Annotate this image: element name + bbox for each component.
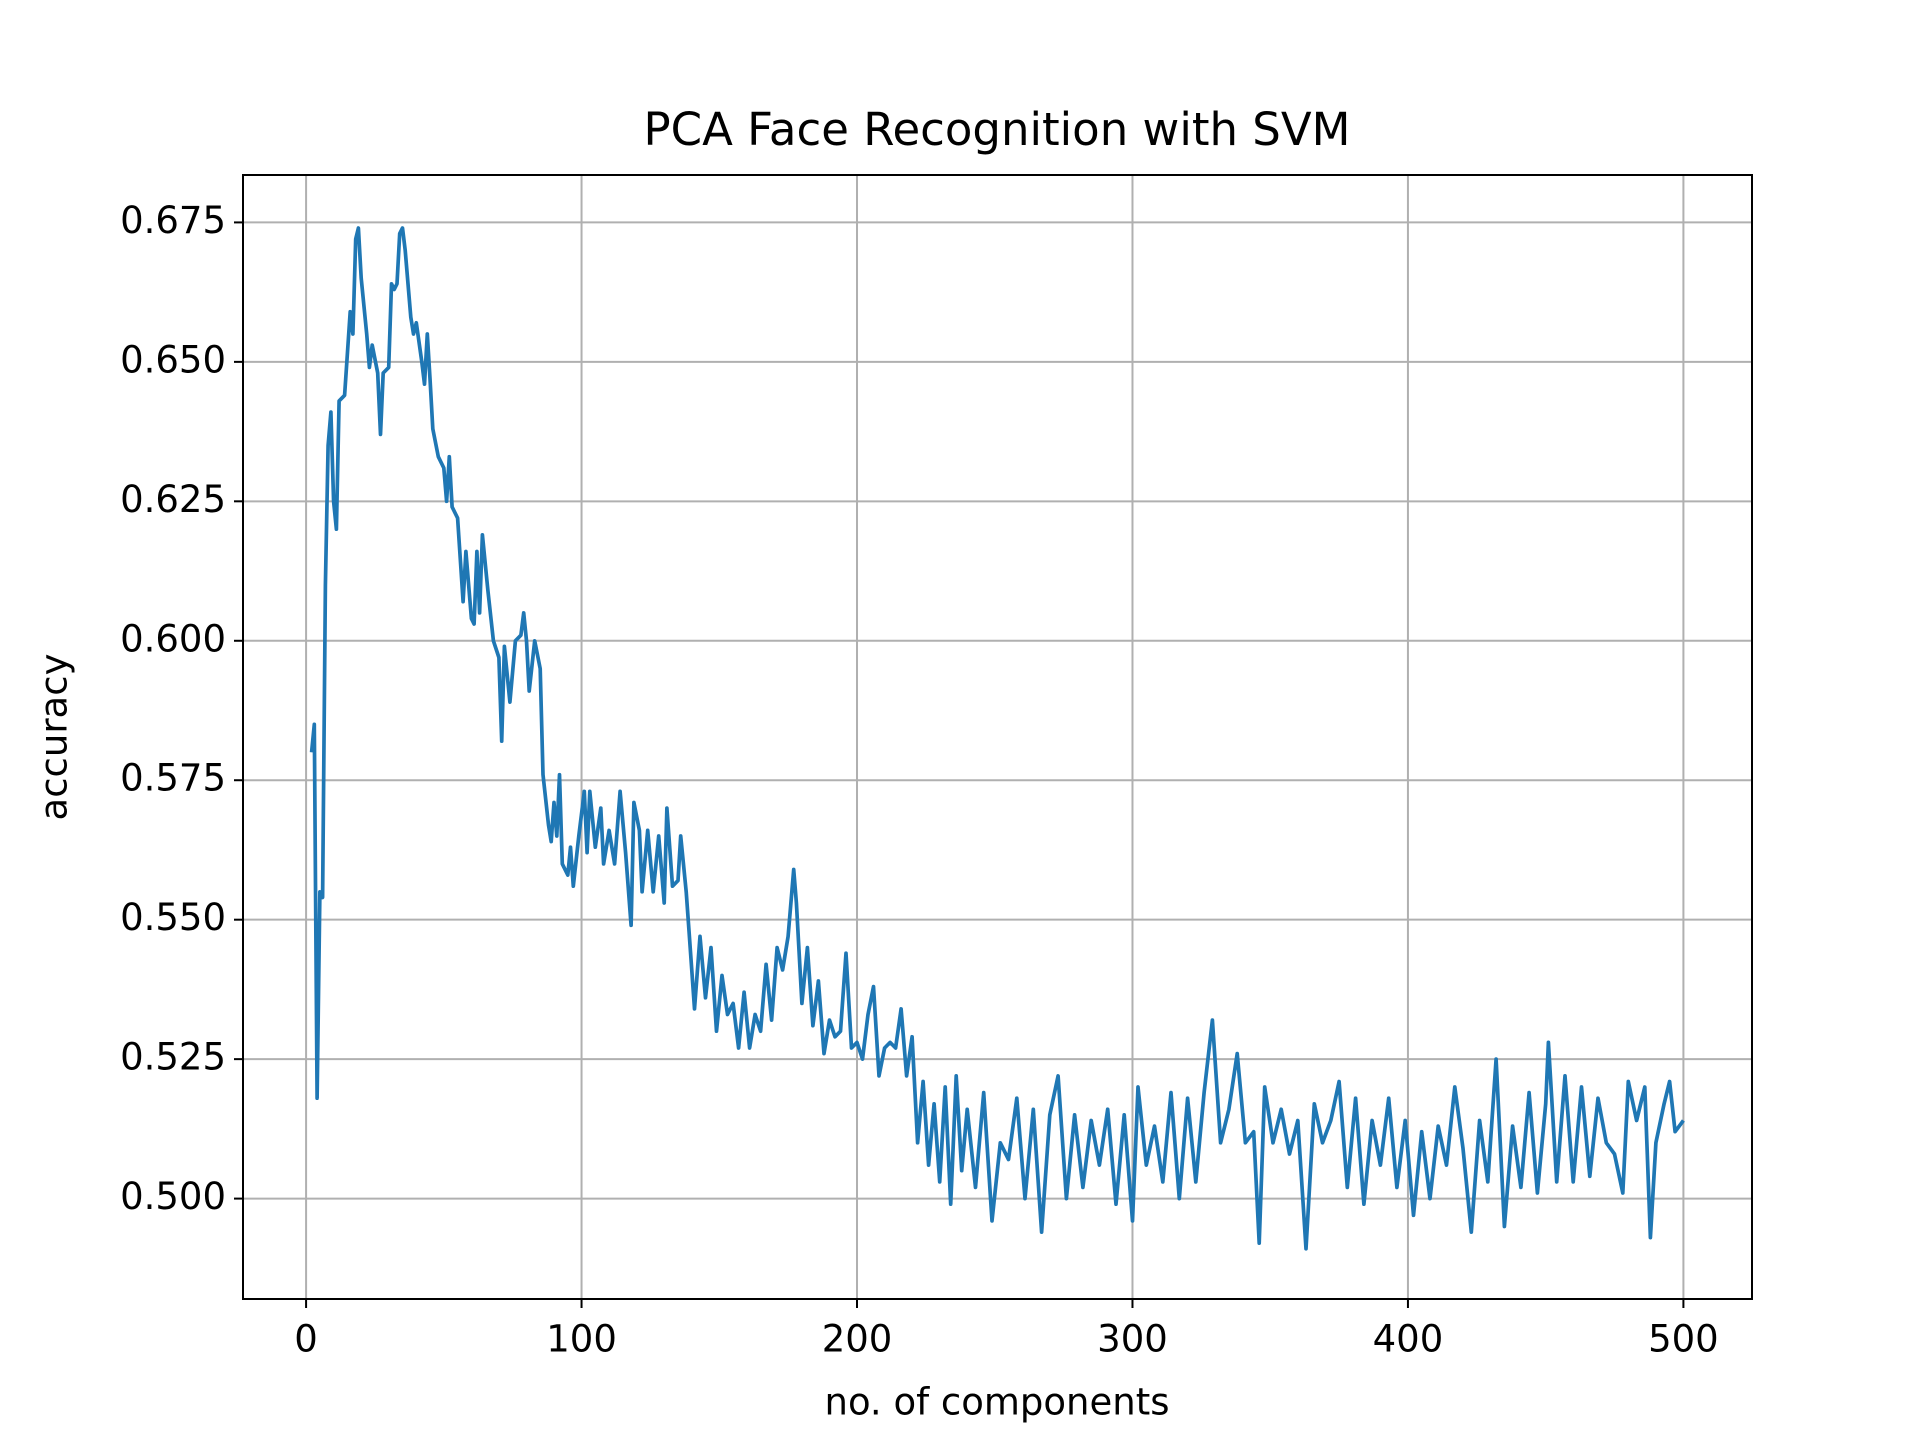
y-axis-label: accuracy bbox=[33, 654, 76, 821]
y-tick-label: 0.625 bbox=[120, 478, 226, 521]
y-tick-label: 0.525 bbox=[120, 1036, 226, 1079]
plot-frame bbox=[242, 174, 1753, 1300]
x-axis-label: no. of components bbox=[825, 1381, 1170, 1424]
y-tick-label: 0.650 bbox=[120, 338, 226, 381]
x-tick-label: 500 bbox=[1648, 1318, 1719, 1361]
x-tick-label: 400 bbox=[1373, 1318, 1444, 1361]
y-tick-label: 0.500 bbox=[120, 1175, 226, 1218]
x-tick-label: 100 bbox=[546, 1318, 617, 1361]
y-tick-label: 0.600 bbox=[120, 617, 226, 660]
data-line bbox=[309, 226, 1685, 1251]
chart-title: PCA Face Recognition with SVM bbox=[644, 103, 1351, 156]
y-tick-label: 0.575 bbox=[120, 757, 226, 800]
x-tick-label: 0 bbox=[294, 1318, 318, 1361]
y-tick-label: 0.675 bbox=[120, 199, 226, 242]
x-tick-label: 200 bbox=[822, 1318, 893, 1361]
x-tick-label: 300 bbox=[1097, 1318, 1168, 1361]
y-tick-label: 0.550 bbox=[120, 896, 226, 939]
